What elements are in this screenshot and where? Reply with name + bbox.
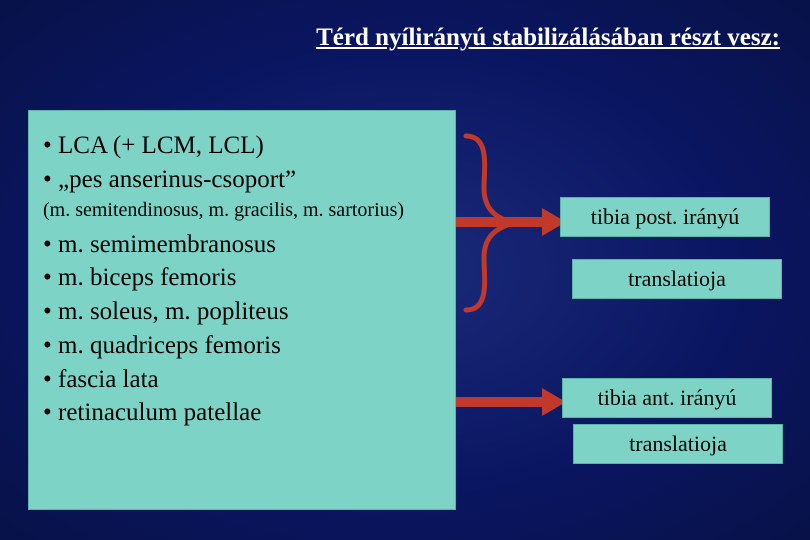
arrow-connector	[456, 208, 566, 236]
arrow-connector	[456, 388, 566, 416]
label-box-translatioja-1: translatioja	[572, 259, 782, 299]
arrow-right-icon	[456, 388, 566, 416]
bullet-item: • fascia lata	[43, 363, 441, 397]
bullet-item: • m. semimembranosus	[43, 228, 441, 262]
slide-title: Térd nyílirányú stabilizálásában részt v…	[316, 24, 780, 52]
left-content-box: • LCA (+ LCM, LCL) • „pes anserinus-csop…	[28, 110, 456, 510]
bullet-item: • LCA (+ LCM, LCL)	[43, 129, 441, 163]
sub-item: (m. semitendinosus, m. gracilis, m. sart…	[43, 199, 441, 222]
arrow-right-icon	[456, 208, 566, 236]
label-box-translatioja-2: translatioja	[573, 424, 783, 464]
label-box-tibia-ant: tibia ant. irányú	[562, 378, 772, 418]
bullet-item: • m. biceps femoris	[43, 261, 441, 295]
label-box-tibia-post: tibia post. irányú	[560, 197, 770, 237]
bullet-item: • „pes anserinus-csoport”	[43, 163, 441, 197]
bullet-item: • m. quadriceps femoris	[43, 329, 441, 363]
bullet-item: • retinaculum patellae	[43, 396, 441, 430]
bullet-item: • m. soleus, m. popliteus	[43, 295, 441, 329]
